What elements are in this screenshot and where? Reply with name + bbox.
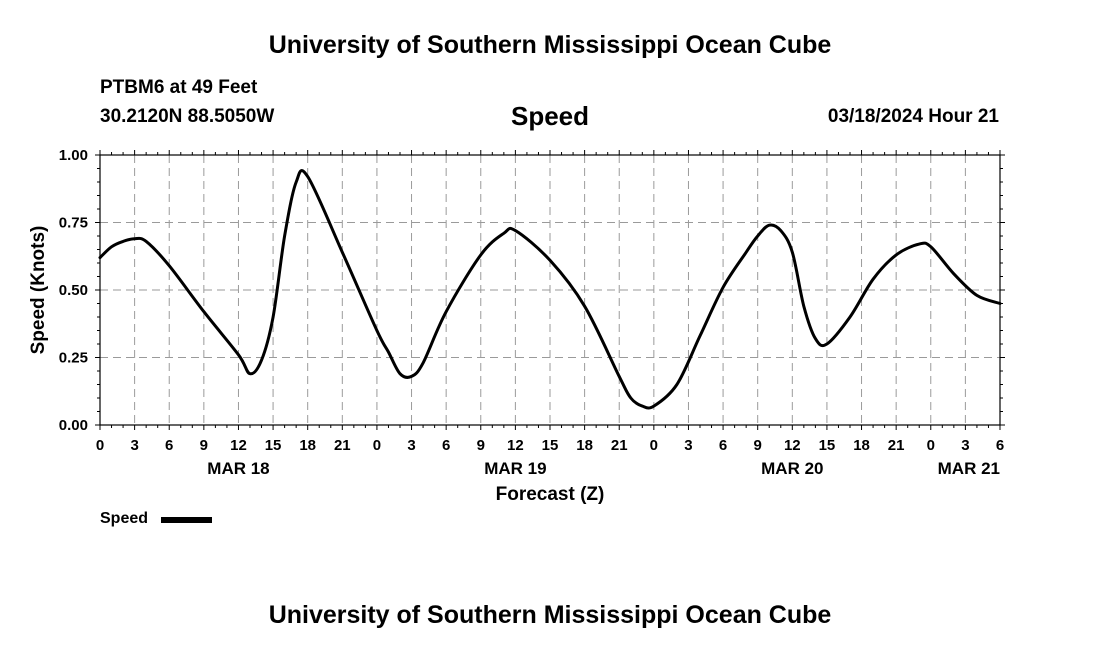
chart-title-bottom: University of Southern Mississippi Ocean… (268, 601, 832, 629)
x-tick-label: 6 (442, 437, 450, 454)
y-tick-labels: 0.00 0.25 0.50 0.75 1.00 (59, 147, 88, 434)
x-tick-label: 15 (542, 437, 559, 454)
x-axis-title: Forecast (Z) (496, 484, 605, 505)
x-tick-label: 12 (784, 437, 801, 454)
x-tick-label: 9 (200, 437, 208, 454)
x-tick-label: 9 (477, 437, 485, 454)
x-tick-label: 21 (888, 437, 905, 454)
x-tick-label: 6 (996, 437, 1004, 454)
x-tick-label: 15 (265, 437, 282, 454)
date-labels: MAR 18 MAR 19 MAR 20 MAR 21 (207, 459, 1000, 478)
y-tick-label: 0.50 (59, 282, 88, 299)
y-axis-title: Speed (Knots) (28, 226, 49, 355)
chart-title-top: University of Southern Mississippi Ocean… (268, 31, 832, 59)
y-tick-label: 1.00 (59, 147, 88, 164)
date-label: MAR 18 (207, 459, 269, 478)
date-label: MAR 20 (761, 459, 823, 478)
legend-swatch (161, 517, 212, 523)
x-tick-label: 3 (130, 437, 138, 454)
x-tick-labels: 0 3 6 9 12 15 18 21 0 3 6 9 12 15 18 21 0 3 6 9 12 15 18 21 0 3 6 (96, 437, 1004, 454)
y-tick-label: 0.25 (59, 350, 88, 367)
x-tick-label: 18 (299, 437, 316, 454)
x-tick-label: 21 (334, 437, 351, 454)
x-tick-label: 18 (853, 437, 870, 454)
x-tick-label: 0 (96, 437, 104, 454)
x-tick-label: 9 (754, 437, 762, 454)
x-tick-label: 0 (927, 437, 935, 454)
speed-series-line (98, 169, 1002, 410)
x-tick-label: 15 (819, 437, 836, 454)
axis-ticks (95, 150, 1005, 430)
chart-grid (100, 155, 1000, 425)
date-label: MAR 19 (484, 459, 546, 478)
x-tick-label: 6 (719, 437, 727, 454)
y-tick-label: 0.75 (59, 215, 88, 232)
x-tick-label: 21 (611, 437, 628, 454)
x-tick-label: 3 (961, 437, 969, 454)
x-tick-label: 3 (684, 437, 692, 454)
x-tick-label: 6 (165, 437, 173, 454)
x-tick-label: 12 (507, 437, 524, 454)
datetime-label: 03/18/2024 Hour 21 (827, 106, 999, 127)
station-label: PTBM6 at 49 Feet (100, 77, 258, 98)
x-tick-label: 0 (373, 437, 381, 454)
x-tick-label: 0 (650, 437, 658, 454)
variable-title: Speed (510, 101, 590, 131)
x-tick-label: 18 (576, 437, 593, 454)
x-tick-label: 12 (230, 437, 247, 454)
x-tick-label: 3 (407, 437, 415, 454)
legend-label: Speed (100, 510, 149, 527)
date-label: MAR 21 (938, 459, 1000, 478)
y-tick-label: 0.00 (59, 417, 88, 434)
coordinates-label: 30.2120N 88.5050W (100, 106, 275, 127)
